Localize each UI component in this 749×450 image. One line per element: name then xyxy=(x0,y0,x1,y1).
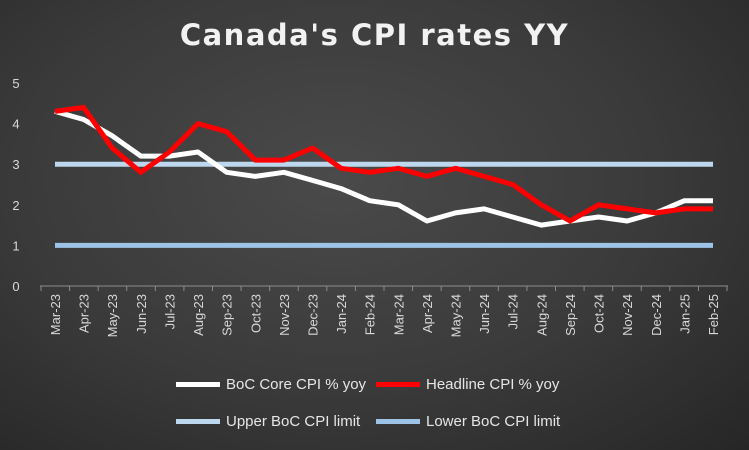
legend-label-lower: Lower BoC CPI limit xyxy=(426,413,561,430)
x-tick-label: Nov-23 xyxy=(277,294,292,336)
x-tick-label: Feb-24 xyxy=(363,294,378,335)
x-tick-label: May-24 xyxy=(449,294,464,337)
legend-item-core: BoC Core CPI % yoy xyxy=(176,376,366,393)
x-tick-label: Jul-24 xyxy=(506,294,521,329)
x-tick-label: Mar-23 xyxy=(48,294,63,335)
x-tick-label: Apr-24 xyxy=(420,294,435,333)
x-tick-label: Jan-24 xyxy=(334,294,349,334)
headline-cpi-line xyxy=(54,104,713,224)
legend-item-lower: Lower BoC CPI limit xyxy=(376,413,560,430)
x-tick-label: Jul-23 xyxy=(162,294,177,329)
series-layer xyxy=(54,104,713,248)
x-tick-label: Oct-23 xyxy=(248,294,263,333)
legend-item-upper: Upper BoC CPI limit xyxy=(176,413,360,430)
y-tick-label: 2 xyxy=(12,198,19,213)
x-tick-label: Mar-24 xyxy=(391,294,406,335)
legend-label-headline: Headline CPI % yoy xyxy=(426,376,560,393)
x-tick-label: Nov-24 xyxy=(620,294,635,336)
x-tick-label: May-23 xyxy=(105,294,120,337)
legend-label-core: BoC Core CPI % yoy xyxy=(226,376,367,393)
legend-swatch-core xyxy=(176,382,220,387)
x-tick-label: Aug-23 xyxy=(191,294,206,336)
axis-layer: 0 1 2 3 4 5 Mar-23 Apr-23 May-23 Jun-23 Jul-23 Aug-… xyxy=(12,76,728,337)
legend-swatch-lower xyxy=(376,419,420,424)
x-tick-label: Dec-24 xyxy=(649,294,664,336)
x-tick-label: Dec-23 xyxy=(305,294,320,336)
x-tick-label: Sep-24 xyxy=(563,294,578,336)
y-tick-label: 3 xyxy=(12,157,19,172)
y-tick-label: 5 xyxy=(12,76,19,91)
x-tick-label: Oct-24 xyxy=(592,294,607,333)
legend-label-upper: Upper BoC CPI limit xyxy=(226,413,361,430)
x-tick-label: Jan-25 xyxy=(677,294,692,334)
chart-title: Canada's CPI rates YY xyxy=(179,18,570,52)
y-tick-label: 0 xyxy=(12,279,19,294)
x-tick-label: Apr-23 xyxy=(77,294,92,333)
legend-swatch-upper xyxy=(176,419,220,424)
x-tick-label: Feb-25 xyxy=(706,294,721,335)
x-tick-label: Sep-23 xyxy=(220,294,235,336)
y-tick-label: 4 xyxy=(12,117,19,132)
x-tick-label: Aug-24 xyxy=(534,294,549,336)
x-tick-label: Jun-23 xyxy=(134,294,149,334)
legend-item-headline: Headline CPI % yoy xyxy=(376,376,559,393)
legend-swatch-headline xyxy=(376,382,420,387)
x-tick-label: Jun-24 xyxy=(477,294,492,334)
y-tick-label: 1 xyxy=(12,238,19,253)
